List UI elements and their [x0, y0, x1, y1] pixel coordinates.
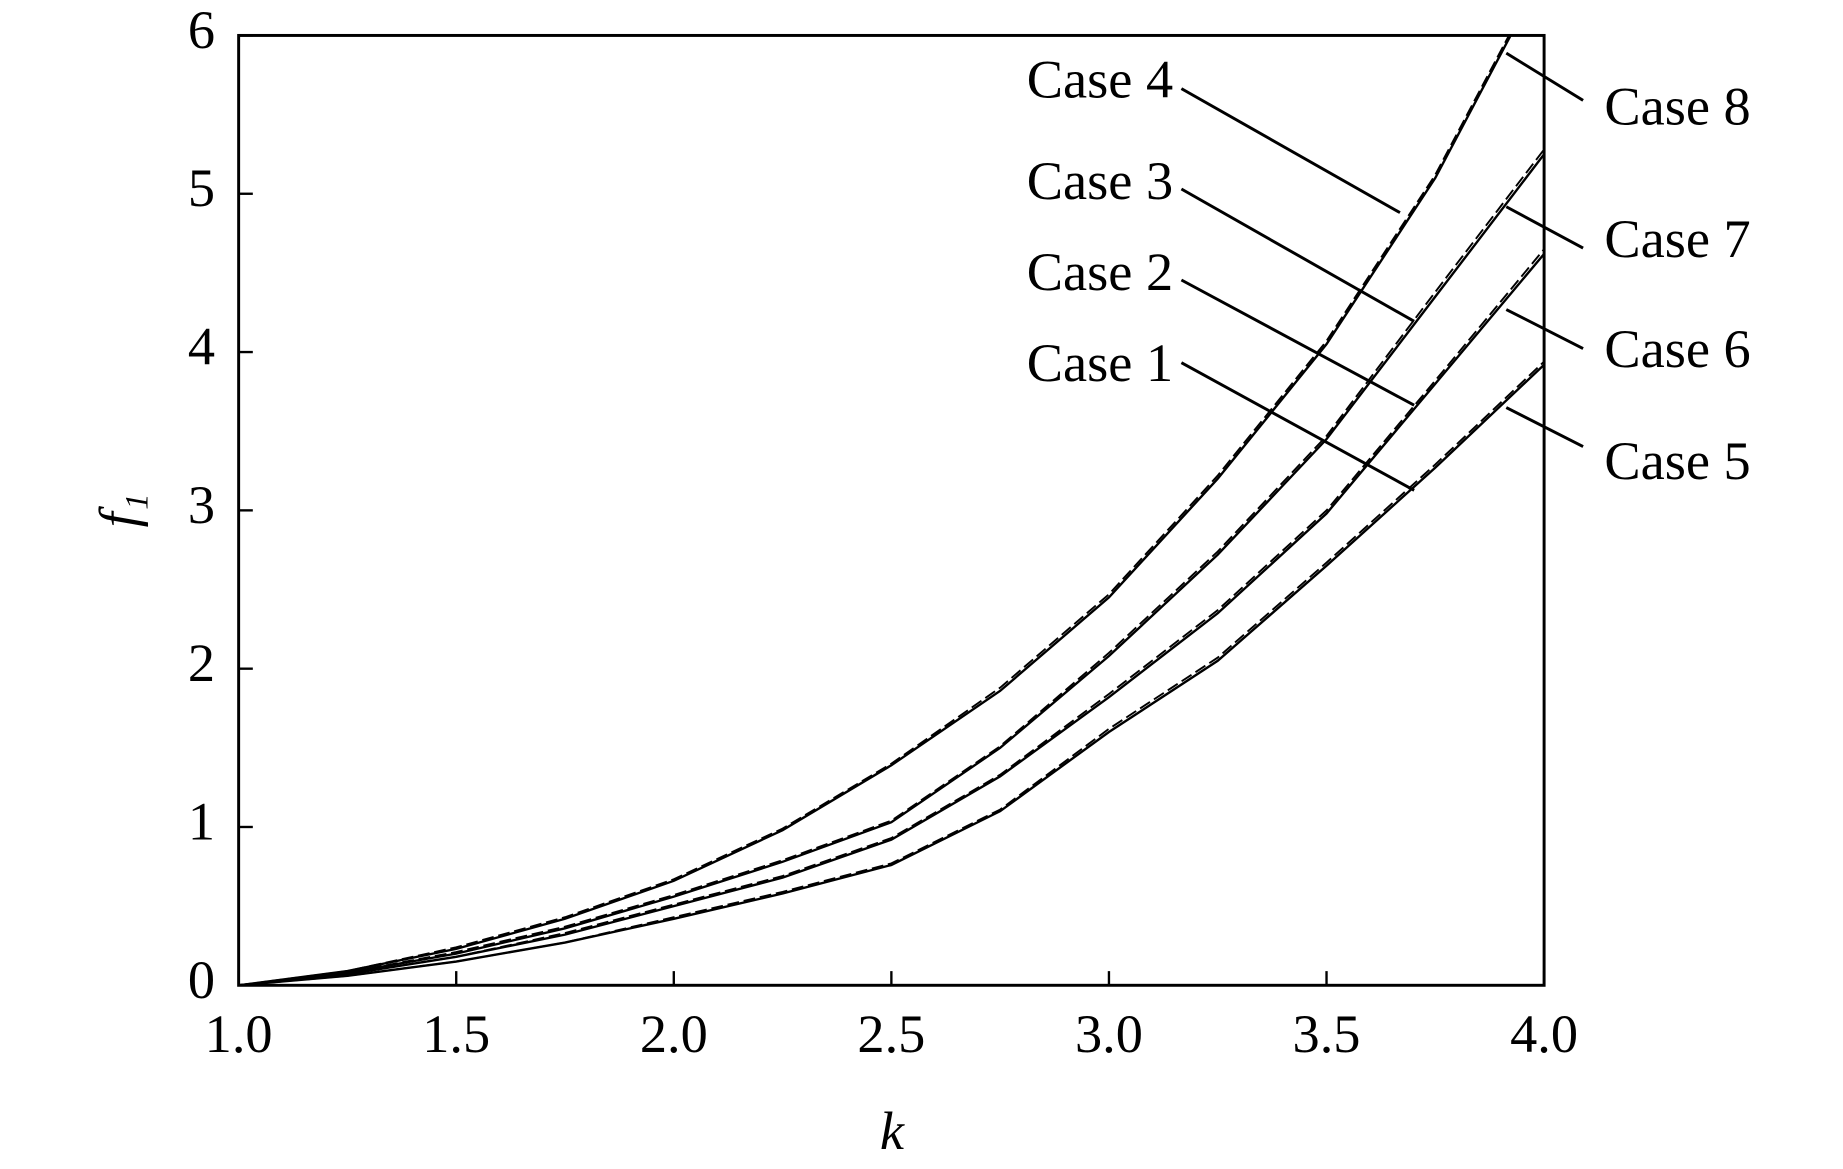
- lines: [238, 35, 1545, 986]
- leader-line: [1180, 87, 1401, 214]
- series-label: Case 4: [1027, 50, 1173, 110]
- plot-frame: [237, 33, 1546, 987]
- y-tick-label: 3: [188, 475, 215, 535]
- series-label: Case 7: [1604, 209, 1750, 269]
- series-label: Case 6: [1604, 319, 1750, 379]
- y-tick-label: 6: [188, 0, 215, 60]
- leader-line: [1505, 51, 1584, 102]
- x-tick-label: 3.0: [1075, 1004, 1143, 1064]
- x-tick-label: 1.5: [422, 1004, 490, 1064]
- leader-line: [1505, 308, 1584, 350]
- series-label: Case 1: [1027, 333, 1173, 393]
- series-line: [238, 253, 1545, 986]
- series-label: Case 3: [1027, 151, 1173, 211]
- series-line: [238, 35, 1511, 986]
- leader-line: [1180, 187, 1415, 323]
- x-tick-label: 4.0: [1510, 1004, 1578, 1064]
- leader-line: [1180, 361, 1415, 492]
- leader-line: [1505, 406, 1584, 448]
- x-tick-label: 3.5: [1293, 1004, 1361, 1064]
- series-label: Case 5: [1604, 431, 1750, 491]
- x-tick-label: 1.0: [205, 1004, 273, 1064]
- x-tick-label: 2.5: [857, 1004, 925, 1064]
- y-axis-label: f₁: [89, 493, 149, 527]
- series-line: [238, 248, 1545, 986]
- series-label: Case 8: [1604, 77, 1750, 137]
- series-line: [238, 148, 1545, 986]
- series-label: Case 2: [1027, 242, 1173, 302]
- x-axis-label: k: [880, 1101, 905, 1161]
- series-line: [238, 153, 1545, 986]
- y-tick-label: 0: [188, 950, 215, 1010]
- series-line: [238, 360, 1545, 986]
- series-line: [238, 35, 1512, 986]
- y-tick-label: 4: [188, 317, 215, 377]
- leader-line: [1180, 278, 1415, 407]
- y-tick-label: 1: [188, 791, 215, 851]
- series-line: [238, 363, 1545, 986]
- x-tick-label: 2.0: [640, 1004, 708, 1064]
- y-tick-label: 2: [188, 633, 215, 693]
- y-tick-label: 5: [188, 158, 215, 218]
- leader-line: [1505, 205, 1584, 250]
